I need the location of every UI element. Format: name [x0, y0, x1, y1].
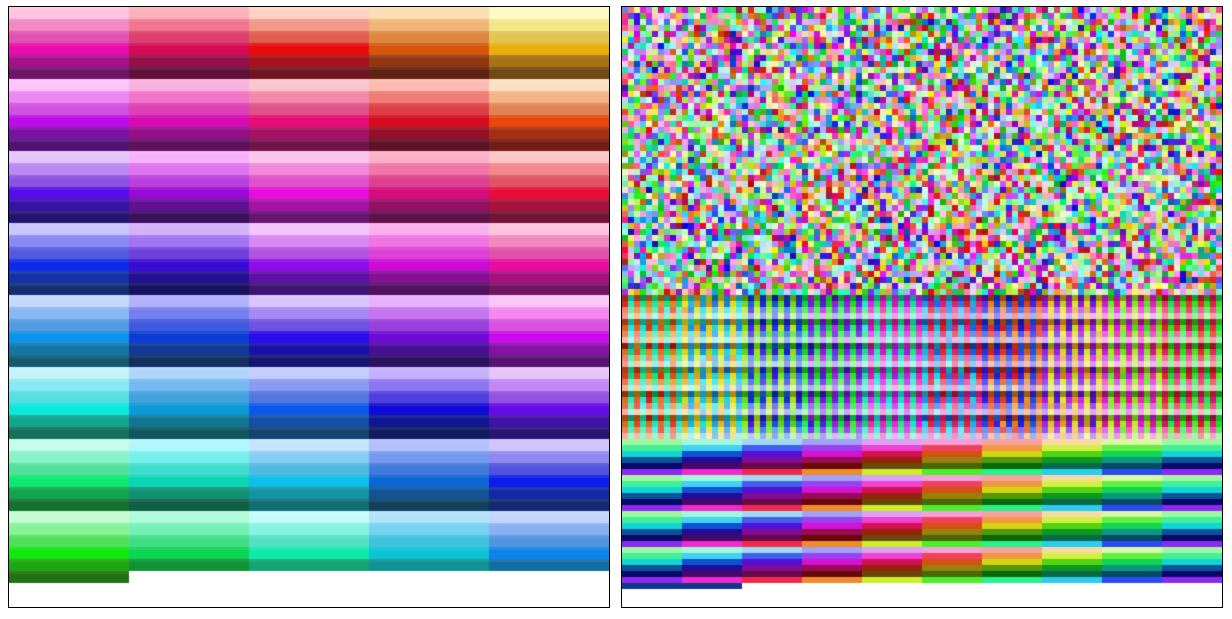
- sorted-palette-canvas: [9, 7, 609, 607]
- scrambled-palette-canvas: [622, 7, 1222, 607]
- scrambled-palette-panel: [621, 6, 1223, 608]
- sorted-palette-panel: [8, 6, 610, 608]
